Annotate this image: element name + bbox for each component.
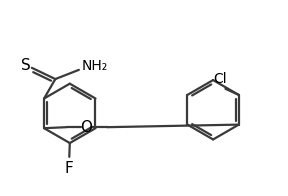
Text: Cl: Cl (214, 72, 227, 86)
Text: S: S (21, 58, 31, 73)
Text: F: F (65, 161, 74, 176)
Text: O: O (80, 120, 92, 135)
Text: NH₂: NH₂ (82, 59, 108, 73)
